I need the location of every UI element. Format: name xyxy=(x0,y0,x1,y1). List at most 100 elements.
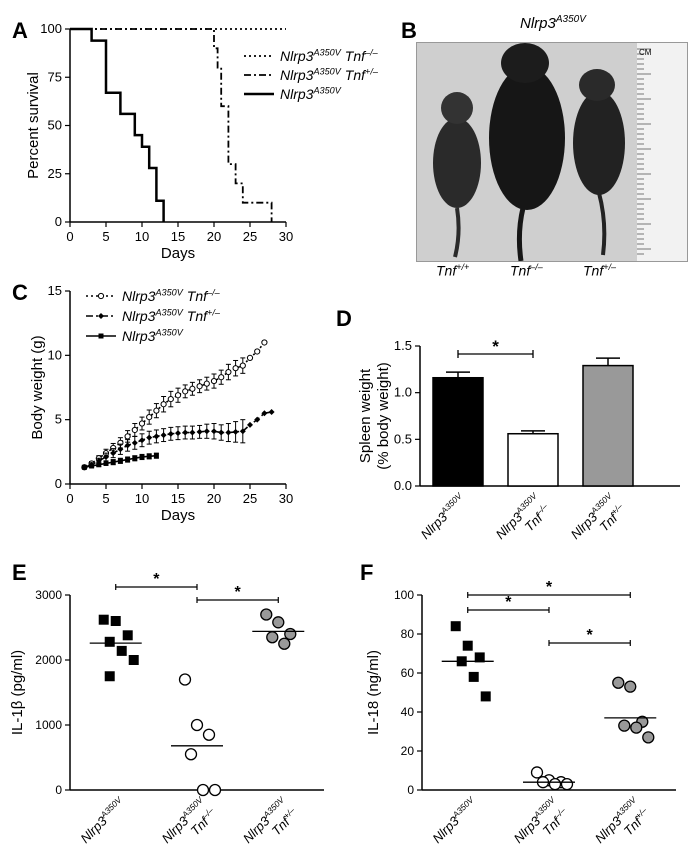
panel-e-il1b-scatter: 0 1000 2000 3000 * * IL-1β (pg/ml) Nlrp3A350V Nl… xyxy=(9,571,324,846)
y-tick-label: 100 xyxy=(40,21,62,36)
data-point-open-circle xyxy=(124,433,131,440)
panel-letter-b: B xyxy=(401,18,417,43)
data-point-open-circle xyxy=(190,718,204,732)
tnf-sup: +/– xyxy=(365,66,379,76)
x-axis-title: Days xyxy=(161,245,195,262)
data-point-gray-circle xyxy=(284,627,297,641)
data-point-diamond xyxy=(225,429,232,436)
data-point-gray-circle xyxy=(612,676,625,689)
y-tick-label: 0 xyxy=(55,783,62,797)
significance-star: * xyxy=(546,579,553,596)
gene-sup: A350V xyxy=(438,490,465,517)
x-tick-label: 10 xyxy=(135,229,149,244)
panel-b-photo: CM xyxy=(416,42,688,262)
x-tick-label: 20 xyxy=(207,229,221,244)
legend-label-1: Nlrp3A350V Tnf+/– xyxy=(122,307,221,324)
significance-star: * xyxy=(587,627,594,644)
panel-b-label-wt: Tnf+/+ xyxy=(436,262,469,279)
gene-sup: A350V xyxy=(312,47,341,57)
data-point-open-circle xyxy=(239,362,246,369)
x-tick-label: 30 xyxy=(279,229,293,244)
data-point-diamond xyxy=(124,442,131,449)
data-point-square xyxy=(98,614,109,625)
category-label-0: Nlrp3A350V xyxy=(417,490,469,542)
legend-label-0: Nlrp3A350V Tnf–/– xyxy=(280,47,379,64)
legend-marker xyxy=(98,333,104,339)
label-base: Tnf xyxy=(583,262,604,279)
data-point-square xyxy=(125,457,131,463)
y-tick-label: 1.0 xyxy=(394,385,412,400)
y-tick-label: 75 xyxy=(48,69,62,84)
data-point-open-circle xyxy=(548,778,562,791)
data-point-open-circle xyxy=(261,339,268,346)
data-point-diamond xyxy=(261,410,268,417)
panel-b-label-het: Tnf+/– xyxy=(583,262,616,279)
gene-sup: A350V xyxy=(312,66,341,76)
data-point-diamond xyxy=(182,429,189,436)
gene-name: Nlrp3 xyxy=(122,288,156,304)
survival-series-2 xyxy=(70,27,165,222)
label-base: Tnf xyxy=(510,262,531,279)
x-tick-label: 25 xyxy=(243,491,257,506)
data-point-open-circle xyxy=(196,383,203,390)
y-tick-label: 20 xyxy=(401,744,415,758)
category-label-0: Nlrp3A350V xyxy=(429,794,477,846)
legend-label-1: Nlrp3A350V Tnf+/– xyxy=(280,66,379,83)
data-point-open-circle xyxy=(208,783,222,797)
data-point-square xyxy=(122,630,133,641)
data-point-square xyxy=(110,616,121,626)
ruler xyxy=(637,43,687,261)
tnf-name: Tnf xyxy=(187,308,209,324)
data-point-gray-circle xyxy=(272,616,285,629)
panel-a-survival-chart: 0 25 50 75 100 0 5 10 15 20 25 30 Percent survival Da… xyxy=(25,21,379,262)
x-tick-label: 30 xyxy=(279,491,293,506)
data-point-diamond xyxy=(218,429,225,436)
data-point-square xyxy=(103,460,109,466)
panel-letter-a: A xyxy=(12,18,28,43)
mouse-tnf-wt xyxy=(433,92,481,258)
data-point-diamond xyxy=(239,428,246,435)
gene-sup: A350V xyxy=(450,794,477,821)
panel-f-il18-scatter: 0 20 40 60 80 100 * * * IL-18 (ng/ml) Nlrp3A350V Nl… xyxy=(365,579,676,846)
data-point-diamond xyxy=(110,450,117,457)
mice-photo-illustration: CM xyxy=(417,43,687,261)
panel-b-title-gene: Nlrp3 xyxy=(520,15,556,32)
y-axis-title: IL-1β (pg/ml) xyxy=(9,650,26,735)
category-line-1: Nlrp3A350V xyxy=(417,490,469,542)
category-line-1: Nlrp3A350V xyxy=(76,794,128,846)
y-tick-label: 10 xyxy=(48,347,62,362)
data-point-diamond xyxy=(153,433,160,440)
data-point-gray-circle xyxy=(642,731,655,744)
data-point-diamond xyxy=(189,429,196,436)
data-point-open-circle xyxy=(254,348,261,355)
label-sup: +/+ xyxy=(456,262,470,272)
y-axis-title: Body weight (g) xyxy=(29,335,46,439)
data-point-open-circle xyxy=(146,413,153,421)
data-point-diamond xyxy=(117,446,124,453)
x-tick-label: 15 xyxy=(171,229,185,244)
y-tick-label: 100 xyxy=(394,588,414,602)
y-axis-title-line-1: Spleen weight xyxy=(357,368,374,463)
data-point-open-circle xyxy=(182,388,189,395)
data-point-open-circle xyxy=(560,778,574,791)
x-axis-title: Days xyxy=(161,507,195,524)
significance-star: * xyxy=(505,594,512,611)
data-point-square xyxy=(450,621,461,632)
tnf-sup: –/– xyxy=(364,47,379,57)
y-tick-label: 0 xyxy=(55,476,62,491)
data-point-square xyxy=(116,645,127,656)
data-point-open-circle xyxy=(178,673,192,686)
data-point-diamond xyxy=(146,434,153,441)
data-point-open-circle xyxy=(131,426,138,434)
data-point-open-circle xyxy=(232,365,239,372)
data-point-square xyxy=(153,453,159,459)
data-point-square xyxy=(110,459,116,465)
data-point-square xyxy=(117,458,123,464)
data-point-open-circle xyxy=(246,354,254,362)
significance-star: * xyxy=(492,337,499,356)
